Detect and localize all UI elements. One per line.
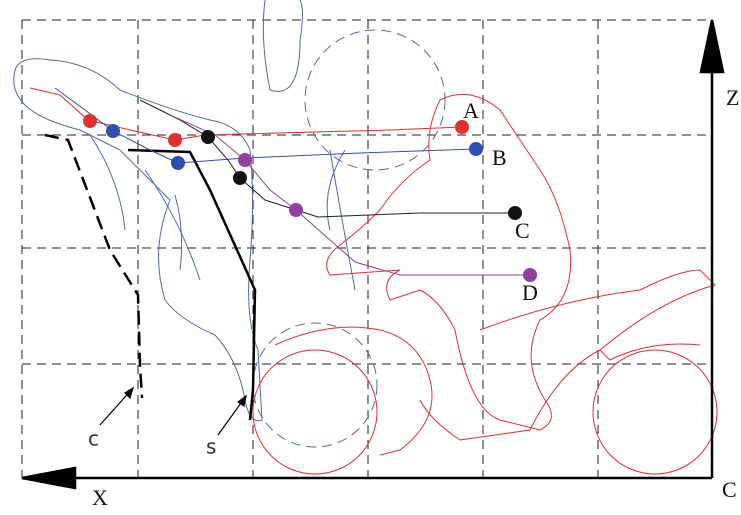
- label-d: D: [522, 280, 538, 305]
- axis-x: X: [92, 485, 108, 510]
- trajectory-points: [83, 114, 537, 282]
- curve-s-label: s: [206, 435, 216, 459]
- label-b: B: [492, 145, 507, 170]
- grid: [21, 19, 712, 478]
- origin-label: C: [722, 477, 737, 502]
- axes: [21, 19, 725, 490]
- trajectory-lines: [29, 87, 530, 276]
- label-c: C: [515, 218, 530, 243]
- reference-silhouette: [13, 0, 446, 448]
- pointers: [99, 386, 247, 436]
- curve-c-label: c: [88, 427, 99, 451]
- label-a: A: [463, 98, 479, 123]
- curve-s: [127, 148, 257, 421]
- motorcycle-silhouette: [252, 93, 718, 475]
- axis-z: Z: [726, 85, 739, 110]
- curve-c: [44, 133, 144, 399]
